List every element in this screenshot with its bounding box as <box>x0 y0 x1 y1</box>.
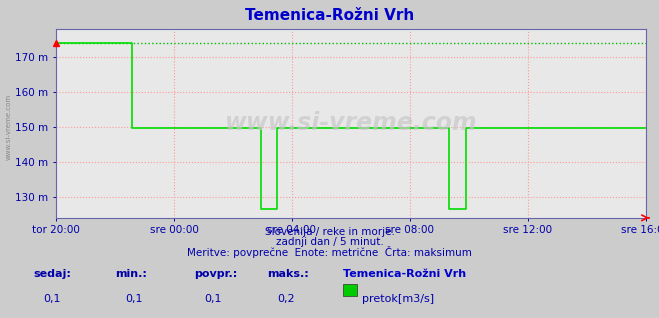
Text: Temenica-Rožni Vrh: Temenica-Rožni Vrh <box>245 8 414 23</box>
Text: min.:: min.: <box>115 269 147 279</box>
Text: 0,1: 0,1 <box>125 294 143 304</box>
Text: Temenica-Rožni Vrh: Temenica-Rožni Vrh <box>343 269 466 279</box>
Text: maks.:: maks.: <box>267 269 308 279</box>
Text: Slovenija / reke in morje.: Slovenija / reke in morje. <box>264 227 395 237</box>
Text: www.si-vreme.com: www.si-vreme.com <box>225 111 477 135</box>
Text: www.si-vreme.com: www.si-vreme.com <box>5 94 11 160</box>
Text: zadnji dan / 5 minut.: zadnji dan / 5 minut. <box>275 237 384 247</box>
Text: povpr.:: povpr.: <box>194 269 238 279</box>
Text: 0,1: 0,1 <box>204 294 222 304</box>
Text: sedaj:: sedaj: <box>33 269 71 279</box>
Text: 0,2: 0,2 <box>277 294 295 304</box>
Text: Meritve: povprečne  Enote: metrične  Črta: maksimum: Meritve: povprečne Enote: metrične Črta:… <box>187 246 472 259</box>
Text: 0,1: 0,1 <box>43 294 61 304</box>
Text: pretok[m3/s]: pretok[m3/s] <box>362 294 434 304</box>
